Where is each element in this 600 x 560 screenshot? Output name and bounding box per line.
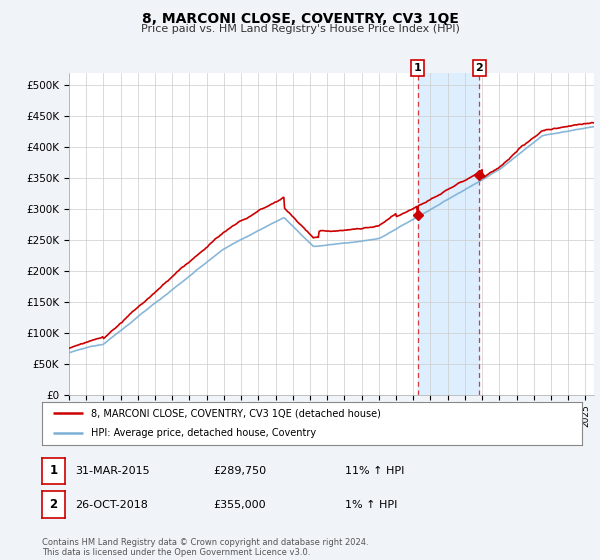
Text: 1% ↑ HPI: 1% ↑ HPI — [345, 500, 397, 510]
Text: £355,000: £355,000 — [213, 500, 266, 510]
Text: Price paid vs. HM Land Registry's House Price Index (HPI): Price paid vs. HM Land Registry's House … — [140, 24, 460, 34]
Text: 8, MARCONI CLOSE, COVENTRY, CV3 1QE (detached house): 8, MARCONI CLOSE, COVENTRY, CV3 1QE (det… — [91, 408, 380, 418]
Text: 2: 2 — [49, 498, 58, 511]
Text: £289,750: £289,750 — [213, 466, 266, 476]
Text: 11% ↑ HPI: 11% ↑ HPI — [345, 466, 404, 476]
Text: 31-MAR-2015: 31-MAR-2015 — [75, 466, 149, 476]
Text: 8, MARCONI CLOSE, COVENTRY, CV3 1QE: 8, MARCONI CLOSE, COVENTRY, CV3 1QE — [142, 12, 458, 26]
Text: HPI: Average price, detached house, Coventry: HPI: Average price, detached house, Cove… — [91, 428, 316, 438]
Text: Contains HM Land Registry data © Crown copyright and database right 2024.
This d: Contains HM Land Registry data © Crown c… — [42, 538, 368, 557]
Text: 1: 1 — [413, 63, 421, 73]
Bar — [418, 73, 479, 395]
Text: 1: 1 — [49, 464, 58, 478]
Text: 26-OCT-2018: 26-OCT-2018 — [75, 500, 148, 510]
Text: 2: 2 — [475, 63, 483, 73]
